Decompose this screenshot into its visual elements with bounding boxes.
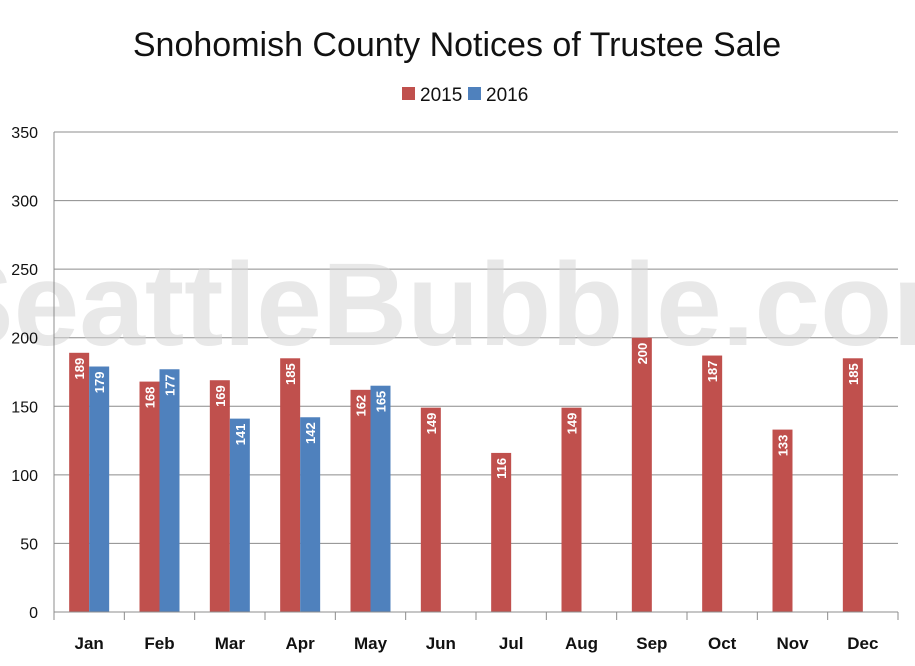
x-tick-label: May — [354, 634, 388, 653]
x-tick-label: Jun — [426, 634, 456, 653]
data-label: 149 — [424, 413, 439, 435]
legend-swatch-2016 — [468, 87, 481, 100]
bar-2015-feb — [139, 381, 160, 612]
bar-2016-may — [370, 385, 391, 612]
data-label: 189 — [72, 358, 87, 380]
x-tick-label: Apr — [286, 634, 316, 653]
data-label: 179 — [92, 372, 107, 394]
y-tick-label: 100 — [11, 468, 38, 485]
legend-label-2015: 2015 — [420, 85, 462, 106]
bar-2015-aug — [561, 407, 582, 612]
bar-2016-mar — [229, 418, 250, 612]
x-tick-label: Mar — [215, 634, 246, 653]
legend: 2015 2016 — [402, 85, 528, 106]
bar-2015-mar — [209, 380, 230, 612]
bar-2015-jun — [420, 407, 441, 612]
data-label: 168 — [143, 387, 158, 409]
x-tick-label: Feb — [144, 634, 174, 653]
data-label: 185 — [283, 363, 298, 385]
bar-2015-may — [350, 389, 371, 612]
bar-2016-jan — [89, 366, 110, 612]
y-tick-label: 150 — [11, 399, 38, 416]
bar-2016-apr — [300, 417, 321, 612]
bar-2015-nov — [772, 429, 793, 612]
bar-2015-dec — [842, 358, 863, 612]
data-label: 165 — [374, 391, 389, 413]
bars: 189 179 168 177 169 141 185 142 162 165 149 116 149 2… — [69, 337, 863, 612]
data-label: 133 — [776, 435, 791, 457]
y-axis: 0 50 100 150 200 250 300 350 — [11, 125, 55, 622]
data-label: 162 — [354, 395, 369, 417]
y-tick-label: 50 — [20, 536, 38, 553]
x-axis: Jan Feb Mar Apr May Jun Jul Aug Sep Oct Nov Dec — [53, 611, 899, 653]
y-tick-label: 350 — [11, 125, 38, 142]
x-tick-label: Nov — [776, 634, 809, 653]
gridlines — [54, 131, 898, 613]
x-tick-label: Dec — [847, 634, 878, 653]
bar-2015-jul — [491, 452, 512, 612]
y-tick-label: 250 — [11, 262, 38, 279]
x-tick-label: Jan — [75, 634, 104, 653]
data-label: 149 — [565, 413, 580, 435]
x-tick-label: Sep — [636, 634, 667, 653]
legend-swatch-2015 — [402, 87, 415, 100]
data-label: 141 — [233, 424, 248, 446]
data-label: 116 — [494, 458, 509, 479]
y-tick-label: 300 — [11, 194, 38, 211]
y-tick-label: 200 — [11, 331, 38, 348]
legend-label-2016: 2016 — [486, 85, 528, 106]
x-tick-label: Jul — [499, 634, 524, 653]
data-label: 142 — [303, 422, 318, 444]
data-label: 177 — [163, 374, 178, 396]
bar-2015-sep — [631, 337, 652, 612]
watermark: SeattleBubble.com — [0, 239, 915, 371]
x-tick-label: Aug — [565, 634, 598, 653]
y-tick-label: 0 — [29, 605, 38, 622]
data-label: 169 — [213, 385, 228, 407]
chart-title: Snohomish County Notices of Trustee Sale — [133, 26, 781, 64]
data-label: 187 — [705, 361, 720, 383]
data-label: 185 — [846, 363, 861, 385]
bar-2015-oct — [702, 355, 723, 612]
data-label: 200 — [635, 343, 650, 365]
bar-2016-feb — [159, 369, 180, 612]
bar-2015-apr — [280, 358, 301, 612]
x-tick-label: Oct — [708, 634, 737, 653]
bar-2015-jan — [69, 352, 90, 612]
